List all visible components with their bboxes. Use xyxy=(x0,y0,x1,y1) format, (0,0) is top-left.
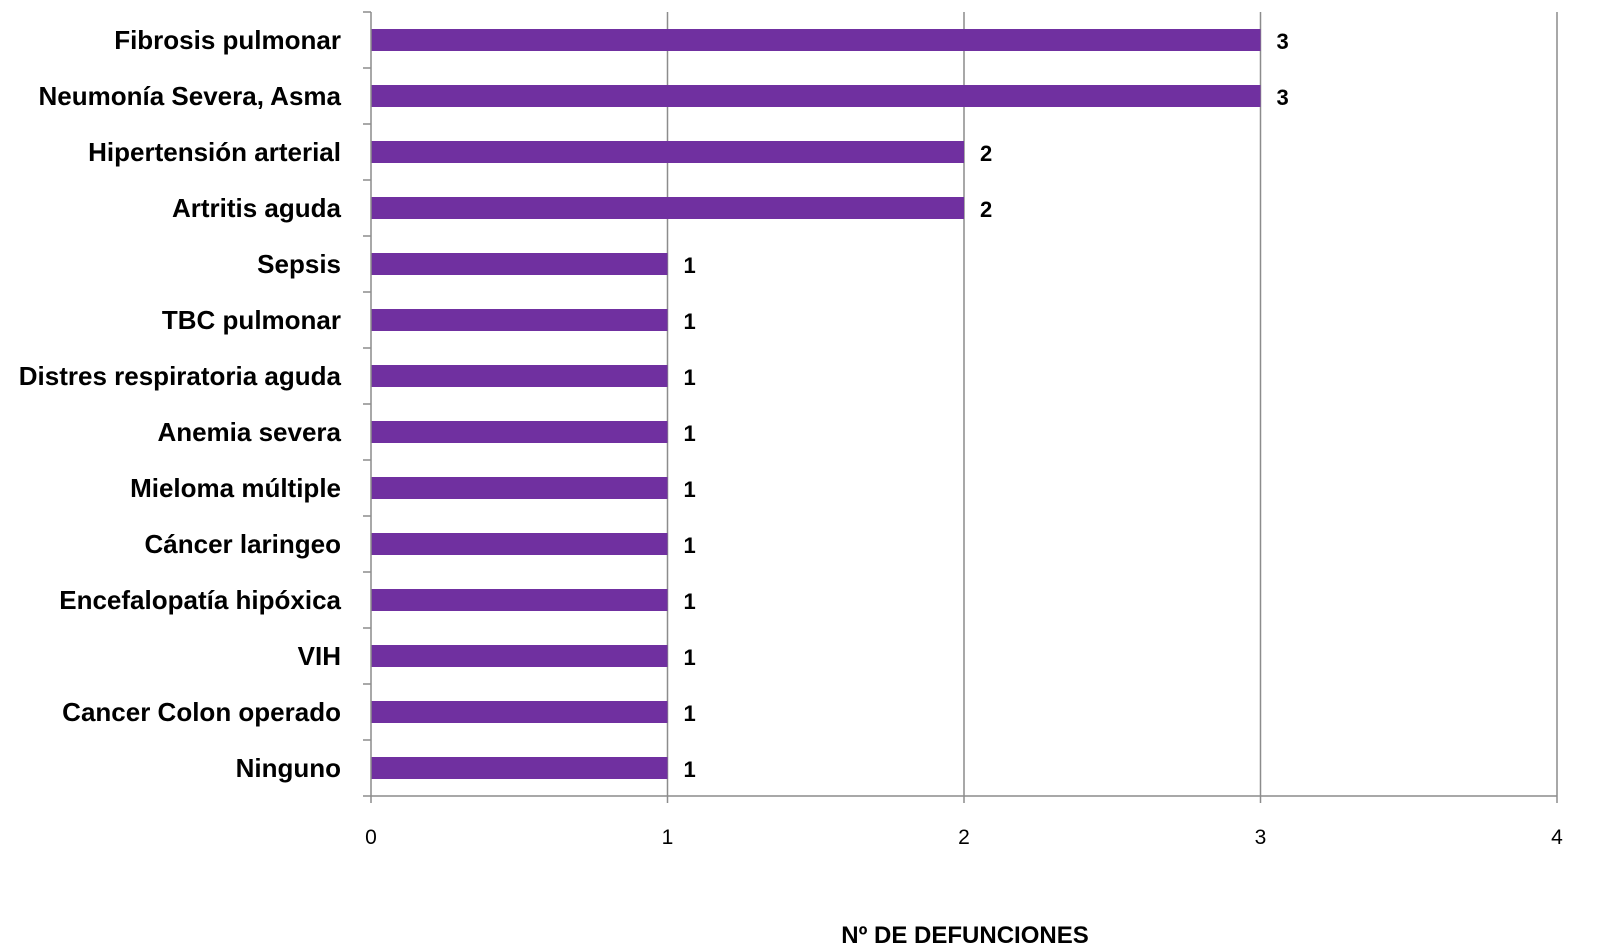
x-axis-title: Nº DE DEFUNCIONES xyxy=(841,922,1088,948)
bar xyxy=(371,589,668,611)
category-label: Ninguno xyxy=(236,753,341,783)
bar xyxy=(371,197,964,219)
category-label: Anemia severa xyxy=(157,417,341,447)
data-label: 2 xyxy=(980,141,992,166)
bar xyxy=(371,533,668,555)
bars xyxy=(371,29,1261,779)
data-label: 3 xyxy=(1277,29,1289,54)
category-label: VIH xyxy=(298,641,341,671)
bar xyxy=(371,477,668,499)
data-label: 1 xyxy=(684,589,696,614)
category-label: Hipertensión arterial xyxy=(88,137,341,167)
x-tick-label: 4 xyxy=(1551,826,1563,849)
bar xyxy=(371,309,668,331)
category-label: Cáncer laringeo xyxy=(144,529,341,559)
bar xyxy=(371,141,964,163)
data-label: 1 xyxy=(684,645,696,670)
category-label: Mieloma múltiple xyxy=(130,473,341,503)
data-label: 1 xyxy=(684,365,696,390)
axes xyxy=(363,11,1558,803)
category-label: Fibrosis pulmonar xyxy=(114,25,341,55)
data-label: 1 xyxy=(684,421,696,446)
category-label: Cancer Colon operado xyxy=(62,697,341,727)
x-tick-label: 0 xyxy=(365,826,377,849)
bar xyxy=(371,701,668,723)
x-tick-label: 3 xyxy=(1255,826,1267,849)
x-tick-label: 1 xyxy=(662,826,674,849)
data-label: 2 xyxy=(980,197,992,222)
data-label: 1 xyxy=(684,701,696,726)
data-label: 1 xyxy=(684,533,696,558)
data-label: 1 xyxy=(684,477,696,502)
gridlines xyxy=(666,12,1558,796)
category-label: Artritis aguda xyxy=(172,193,342,223)
bar xyxy=(371,645,668,667)
labels: 0 1 2 3 4 Fibrosis pulmonar 3 Neumonía Severa, … xyxy=(19,25,1563,849)
bar xyxy=(371,757,668,779)
bar xyxy=(371,85,1261,107)
category-label: TBC pulmonar xyxy=(162,305,341,335)
category-label: Distres respiratoria aguda xyxy=(19,361,342,391)
category-label: Sepsis xyxy=(257,249,341,279)
bar xyxy=(371,421,668,443)
data-label: 1 xyxy=(684,253,696,278)
bar xyxy=(371,29,1261,51)
category-label: Neumonía Severa, Asma xyxy=(38,81,341,111)
data-label: 3 xyxy=(1277,85,1289,110)
bar xyxy=(371,365,668,387)
bar xyxy=(371,253,668,275)
category-label: Encefalopatía hipóxica xyxy=(59,585,341,615)
data-label: 1 xyxy=(684,309,696,334)
data-label: 1 xyxy=(684,757,696,782)
x-tick-label: 2 xyxy=(958,826,970,849)
